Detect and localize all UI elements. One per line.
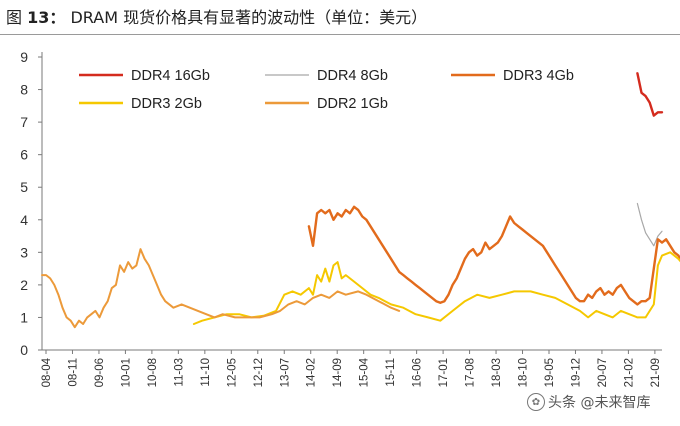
- y-tick-label: 8: [20, 82, 28, 98]
- x-tick-label: 08-04: [41, 357, 53, 387]
- x-tick-label: 12-05: [226, 358, 238, 387]
- y-tick-label: 1: [20, 309, 28, 325]
- series-line-ddr4_8gb: [636, 202, 663, 247]
- y-tick-label: 5: [20, 179, 28, 195]
- series-line-ddr3_4gb: [307, 205, 680, 306]
- x-tick-label: 14-09: [332, 358, 344, 387]
- y-tick-label: 2: [20, 277, 28, 293]
- watermark: ✿ 头条 @未来智库: [527, 392, 650, 412]
- series-line-ddr2_1gb: [41, 248, 401, 329]
- watermark-icon: ✿: [527, 393, 545, 411]
- x-tick-label: 15-11: [385, 358, 397, 387]
- x-tick-label: 19-12: [570, 358, 582, 387]
- legend-label-ddr3_2gb: DDR3 2Gb: [131, 96, 202, 112]
- y-tick-label: 4: [20, 212, 28, 228]
- legend-label-ddr4_16gb: DDR4 16Gb: [131, 68, 210, 84]
- x-tick-label: 11-03: [173, 358, 185, 387]
- x-tick-label: 11-10: [200, 358, 212, 387]
- x-tick-label: 14-02: [306, 358, 318, 387]
- series-lines: [41, 72, 680, 329]
- figure-number: 13：: [27, 8, 66, 27]
- x-tick-label: 21-09: [650, 358, 662, 387]
- title-divider: [0, 34, 680, 35]
- x-tick-label: 18-10: [518, 358, 530, 387]
- chart-title: 图 13： DRAM 现货价格具有显著的波动性（单位：美元）: [6, 4, 427, 28]
- y-tick-label: 9: [20, 49, 28, 65]
- y-tick-label: 7: [20, 114, 28, 130]
- x-tick-label: 09-06: [94, 358, 106, 387]
- x-tick-label: 15-04: [359, 357, 371, 387]
- legend: DDR4 16Gb DDR4 8Gb DDR3 4Gb DDR3 2Gb DDR2 1G…: [79, 68, 574, 112]
- title-text: DRAM 现货价格具有显著的波动性（单位：美元）: [70, 8, 428, 27]
- x-tick-label: 19-05: [544, 358, 556, 387]
- x-tick-label: 21-02: [623, 358, 635, 387]
- x-tick-label: 13-07: [279, 358, 291, 387]
- x-tick-label: 17-08: [465, 358, 477, 387]
- series-line-ddr3_2gb: [192, 251, 680, 325]
- legend-label-ddr2_1gb: DDR2 1Gb: [317, 96, 388, 112]
- x-tick-label: 18-03: [491, 358, 503, 387]
- series-line-ddr4_16gb: [636, 72, 664, 117]
- x-tick-label: 10-08: [147, 358, 159, 387]
- x-tick-label: 10-01: [120, 358, 132, 387]
- x-tick-label: 16-06: [412, 358, 424, 387]
- axes: 0 1 2 3 4 5 6 7 8 9 08-04 08-11 09-06 10-01 10-08 11-03…: [20, 49, 662, 387]
- watermark-text: 头条 @未来智库: [548, 395, 651, 411]
- x-tick-label: 08-11: [67, 358, 79, 387]
- y-tick-label: 6: [20, 147, 28, 163]
- figure-label: 图: [6, 8, 23, 27]
- x-tick-label: 12-12: [253, 358, 265, 387]
- x-tick-label: 17-01: [438, 358, 450, 387]
- y-tick-label: 0: [20, 342, 28, 358]
- legend-label-ddr4_8gb: DDR4 8Gb: [317, 68, 388, 84]
- x-tick-label: 20-07: [597, 358, 609, 387]
- legend-label-ddr3_4gb: DDR3 4Gb: [503, 68, 574, 84]
- y-tick-label: 3: [20, 244, 28, 260]
